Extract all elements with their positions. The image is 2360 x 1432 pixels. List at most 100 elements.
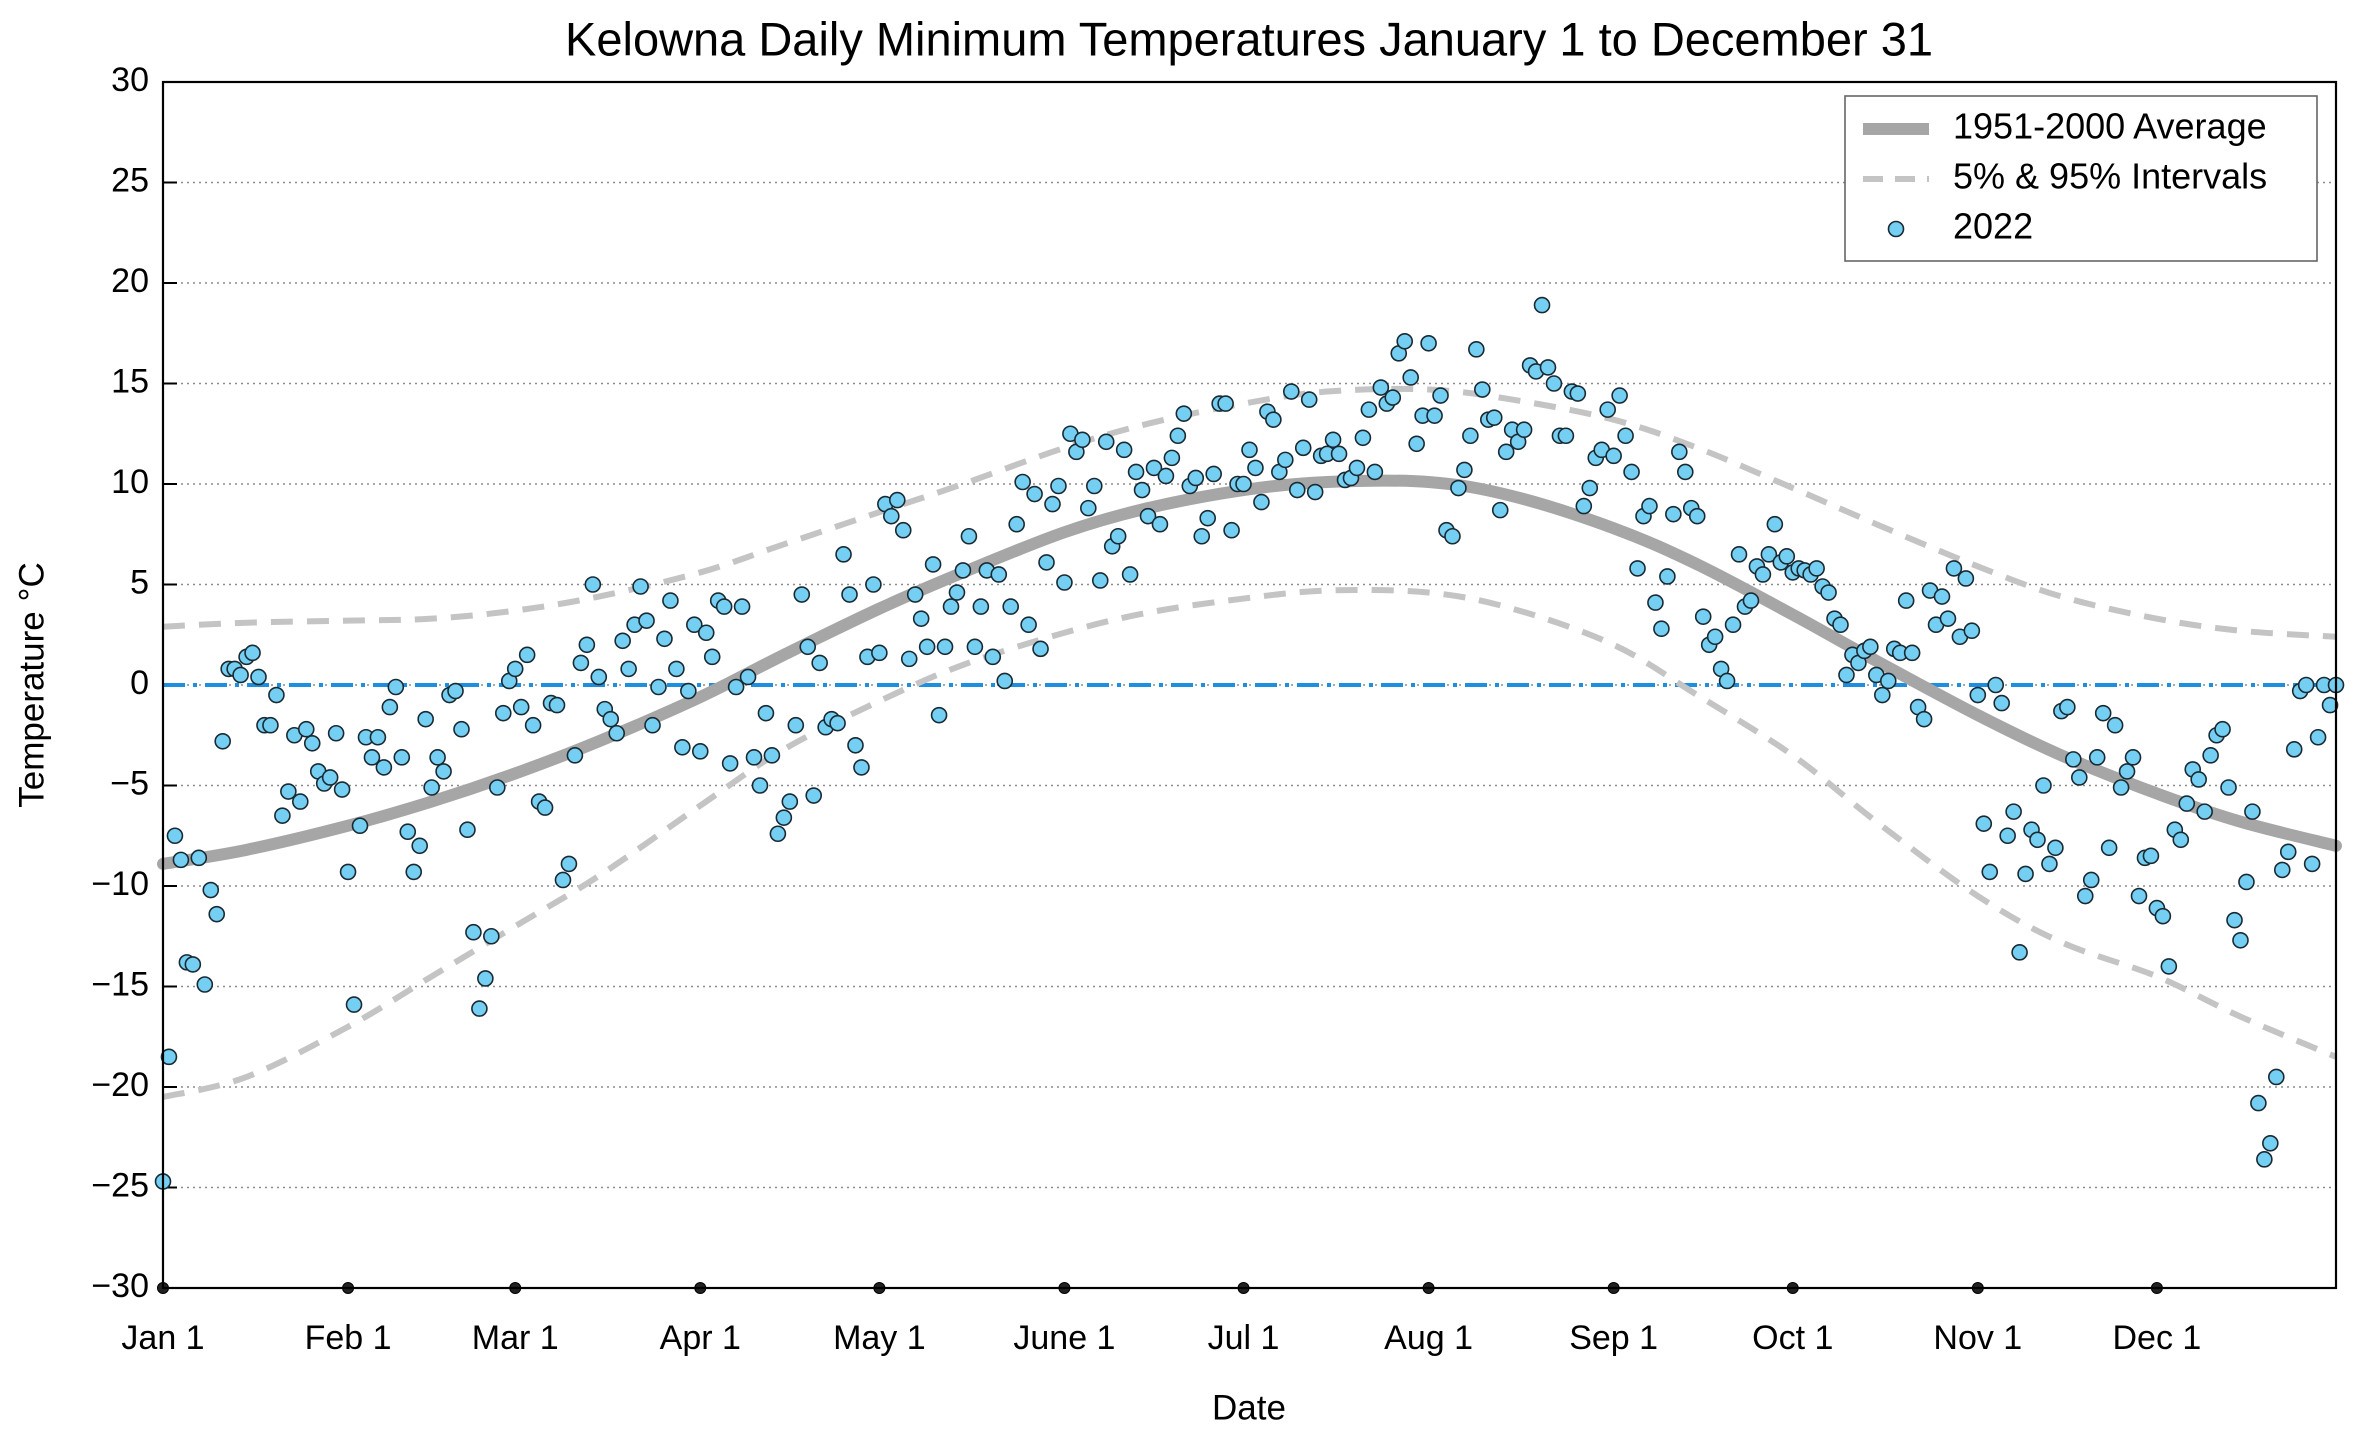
data-point [1026, 485, 1043, 503]
data-point [1205, 465, 1222, 483]
data-point [1300, 391, 1318, 408]
data-point [1277, 451, 1294, 469]
data-point [578, 636, 596, 654]
data-point [453, 720, 470, 738]
data-point [1832, 616, 1849, 634]
data-point [847, 736, 864, 754]
data-point [2268, 1068, 2285, 1086]
data-point [369, 728, 387, 746]
data-point [184, 956, 202, 973]
x-axis-label: Date [1212, 1388, 1286, 1427]
x-tick-label: Jul 1 [1208, 1319, 1280, 1357]
data-point [894, 521, 912, 539]
data-point [1265, 411, 1282, 428]
legend-swatch [1887, 220, 1905, 238]
data-point [602, 710, 620, 728]
y-tick-label: 0 [130, 664, 149, 702]
data-point [2220, 779, 2237, 796]
data-point [1241, 441, 1258, 459]
data-point [1139, 507, 1157, 525]
data-point [721, 755, 739, 772]
interval-line-lower [162, 586, 2338, 1100]
data-point [942, 598, 960, 615]
data-point [1127, 463, 1145, 481]
data-point [1545, 375, 1563, 392]
data-point [1432, 387, 1449, 404]
data-point [1056, 574, 1073, 591]
data-point [381, 698, 399, 716]
data-point [1080, 499, 1097, 517]
data-point [1444, 527, 1461, 545]
data-point [853, 759, 870, 776]
data-point [423, 779, 440, 796]
data-point [1175, 405, 1193, 422]
data-point [1187, 469, 1205, 487]
data-point [1456, 461, 1473, 479]
data-point [906, 586, 924, 603]
data-point [1085, 477, 1103, 495]
data-point [1157, 467, 1175, 485]
data-point [1450, 479, 1467, 497]
data-point [763, 747, 781, 764]
data-point [686, 616, 703, 634]
data-point [459, 821, 476, 839]
data-point [1963, 622, 1981, 640]
data-point [1993, 694, 2010, 712]
data-point [2190, 771, 2207, 788]
data-point [172, 851, 190, 869]
data-point [2011, 944, 2028, 961]
data-point [2041, 855, 2058, 873]
data-point [972, 598, 990, 615]
data-point [990, 566, 1008, 583]
data-point [1169, 427, 1187, 445]
data-point [471, 1000, 488, 1017]
data-point [321, 769, 339, 786]
y-tick-label: −25 [91, 1166, 149, 1204]
data-point [888, 491, 906, 509]
data-point [1032, 640, 1049, 658]
data-point [2232, 931, 2249, 949]
data-point [584, 576, 602, 593]
data-point [1581, 479, 1599, 497]
data-point [1718, 672, 1736, 690]
data-point [2082, 871, 2100, 889]
data-point [1306, 483, 1324, 501]
data-point [2059, 698, 2076, 716]
data-point [662, 592, 679, 609]
data-point [292, 793, 309, 810]
data-point [1742, 592, 1760, 609]
data-point [739, 668, 757, 686]
y-tick-label: 5 [130, 563, 149, 601]
data-point [1294, 439, 1312, 457]
data-point [2005, 803, 2022, 820]
data-point [2214, 720, 2231, 738]
data-point [1396, 332, 1414, 350]
plot-frame [161, 80, 2338, 1290]
data-point [268, 686, 285, 704]
data-point [244, 644, 261, 662]
data-point [1163, 449, 1181, 467]
data-point [1091, 572, 1109, 589]
data-point [280, 783, 297, 800]
x-tick-label: Dec 1 [2112, 1319, 2201, 1357]
y-tick-label: −20 [91, 1066, 149, 1104]
data-point [1533, 296, 1551, 314]
data-point [2303, 855, 2321, 873]
data-point [483, 927, 500, 945]
data-point [1694, 608, 1712, 625]
data-point [936, 638, 954, 656]
data-point [1426, 407, 1443, 424]
data-point [435, 763, 452, 780]
data-point [524, 716, 542, 734]
data-point [2196, 803, 2213, 820]
data-point [2029, 831, 2046, 849]
data-point [1820, 584, 1837, 601]
data-point [2130, 887, 2148, 905]
data-point [2202, 747, 2219, 764]
data-point [1109, 527, 1127, 545]
data-point [900, 650, 918, 668]
data-point [787, 716, 805, 734]
data-point [1253, 493, 1270, 511]
y-tick-label: −5 [110, 764, 149, 802]
